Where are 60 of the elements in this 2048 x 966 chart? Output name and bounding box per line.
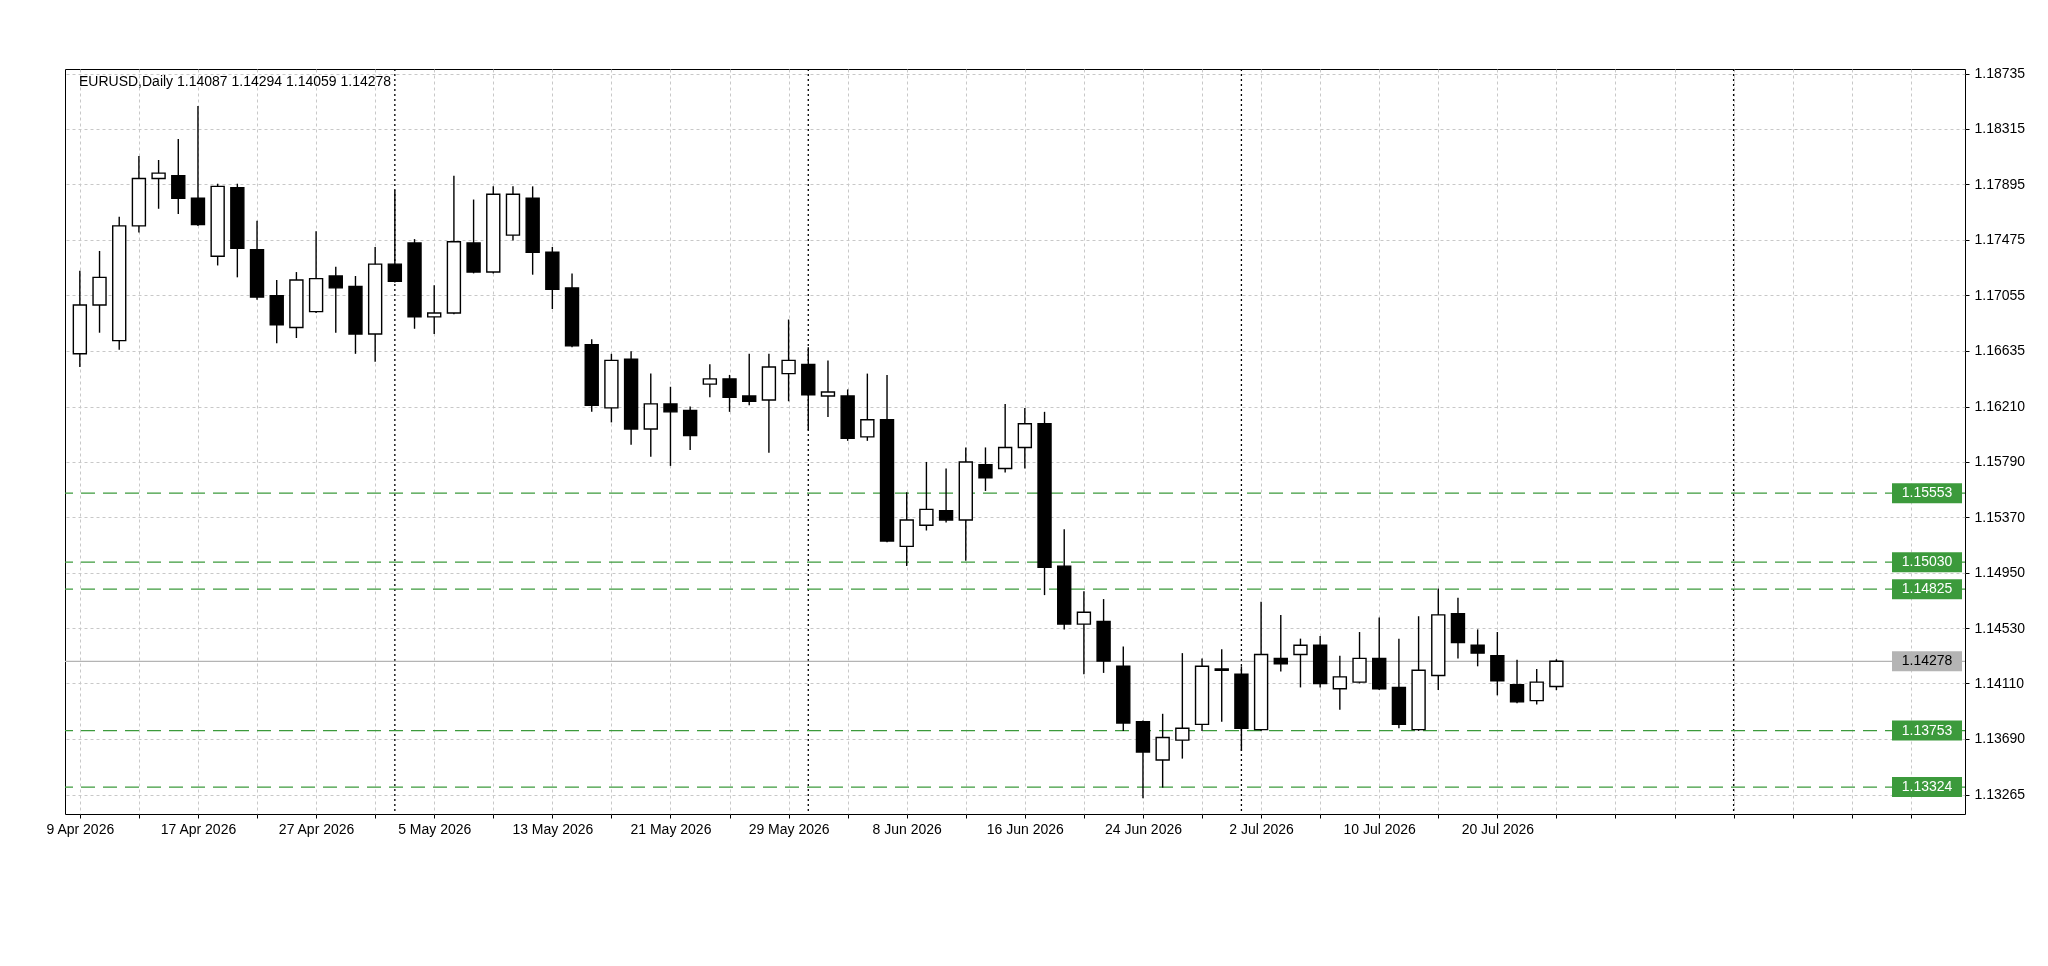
x-tick-label: 27 Apr 2026 [278,820,355,837]
candlestick [328,266,343,334]
y-tick-label: 1.13265 [1974,786,2026,803]
x-tick-label: 5 May 2026 [398,820,472,837]
candlestick [1352,631,1367,685]
ref-line-label: 1.14278 [1901,652,1953,669]
candlestick [820,359,836,418]
x-tick-label: 10 Jul 2026 [1343,820,1417,837]
candlestick [1293,637,1308,689]
y-tick-label: 1.15790 [1974,453,2026,470]
candlestick [1076,590,1092,675]
x-tick-label: 17 Apr 2026 [160,820,237,837]
y-tick-label: 1.17055 [1974,286,2026,303]
candlestick [1332,655,1348,711]
x-tick-label: 16 Jun 2026 [986,820,1065,837]
y-tick-label: 1.17895 [1974,175,2026,192]
y-tick-label: 1.14530 [1974,619,2026,636]
candlestick [1529,668,1544,706]
y-tick-label: 1.14110 [1974,674,2025,691]
y-tick-label: 1.14950 [1974,564,2026,581]
y-tick-label: 1.17475 [1974,231,2026,248]
candlestick [1214,648,1229,723]
candlestick [1175,652,1190,760]
y-tick-label: 1.13690 [1974,730,2026,747]
candlestick [722,374,737,413]
x-tick-label: 29 May 2026 [748,820,830,837]
ref-line-label: 1.15553 [1901,484,1953,501]
ref-line-label: 1.13753 [1901,721,1953,738]
candlestick [978,446,993,492]
candlestick [781,318,796,402]
candlestick [919,461,934,532]
x-tick-label: 8 Jun 2026 [872,820,943,837]
candlestick [1155,713,1170,789]
x-tick-label: 21 May 2026 [630,820,712,837]
candlestick [1470,628,1485,668]
y-tick-label: 1.15370 [1974,508,2026,525]
y-tick-label: 1.16635 [1974,342,2026,359]
candlestick [702,363,718,399]
candlestick [742,353,757,406]
chart-title: EURUSD,Daily 1.14087 1.14294 1.14059 1.14278 [79,73,392,89]
x-tick-label: 20 Jul 2026 [1461,820,1535,837]
candlestick [1509,659,1525,704]
x-tick-label: 2 Jul 2026 [1229,820,1295,837]
x-tick-label: 9 Apr 2026 [46,820,115,837]
candlestick [663,386,678,467]
ref-line-label: 1.13324 [1901,778,1953,795]
candlestick [171,138,186,215]
y-tick-label: 1.16210 [1974,398,2026,415]
x-tick-label: 24 Jun 2026 [1104,820,1183,837]
candlestick [860,372,875,442]
ref-line-label: 1.15030 [1901,553,1953,570]
y-tick-label: 1.18315 [1974,120,2026,137]
y-tick-label: 1.18735 [1974,65,2026,82]
candlestick [938,467,954,524]
ref-line-label: 1.14825 [1901,580,1953,597]
candlestick [1017,407,1033,470]
candlestick [997,403,1013,474]
candlestick [151,159,166,210]
x-tick-label: 13 May 2026 [512,820,594,837]
candlestick [427,284,442,335]
